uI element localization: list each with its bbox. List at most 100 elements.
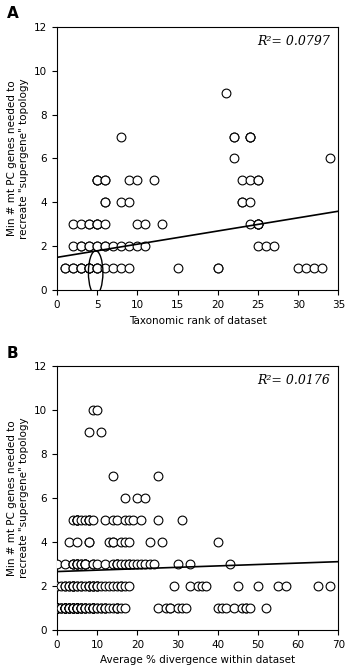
Point [70, 602, 76, 613]
Point [131, 515, 136, 526]
Point [70, 602, 76, 613]
Point [102, 241, 108, 252]
Point [127, 536, 132, 547]
Point [86, 581, 92, 591]
Point [86, 241, 92, 252]
Point [127, 558, 132, 569]
Point [74, 515, 80, 526]
Point [54, 602, 60, 613]
Point [94, 581, 100, 591]
Point [82, 558, 88, 569]
Point [127, 175, 132, 186]
Point [135, 493, 140, 503]
Point [114, 602, 120, 613]
Point [143, 219, 148, 230]
Point [147, 536, 152, 547]
Point [247, 197, 253, 208]
Point [187, 558, 193, 569]
Point [86, 602, 92, 613]
Point [255, 219, 261, 230]
Point [70, 581, 76, 591]
Point [70, 602, 76, 613]
Point [94, 219, 100, 230]
Point [122, 602, 128, 613]
Point [62, 602, 68, 613]
Point [320, 263, 325, 274]
Point [66, 602, 72, 613]
Point [66, 602, 72, 613]
Point [54, 602, 60, 613]
Point [74, 602, 80, 613]
Point [74, 602, 80, 613]
Point [175, 602, 181, 613]
Point [111, 515, 116, 526]
Point [78, 581, 84, 591]
Point [139, 558, 144, 569]
Point [131, 558, 136, 569]
Point [119, 131, 124, 142]
Point [315, 581, 321, 591]
Point [94, 175, 100, 186]
Point [82, 558, 88, 569]
Point [90, 515, 96, 526]
Point [62, 263, 68, 274]
Point [231, 131, 237, 142]
Point [74, 558, 80, 569]
Point [102, 219, 108, 230]
Point [328, 581, 333, 591]
Point [239, 175, 245, 186]
Point [255, 175, 261, 186]
Point [78, 602, 84, 613]
Point [62, 581, 68, 591]
Point [78, 602, 84, 613]
Point [255, 241, 261, 252]
Point [122, 581, 128, 591]
Point [119, 602, 124, 613]
Point [70, 263, 76, 274]
Point [54, 602, 60, 613]
Point [255, 175, 261, 186]
Point [74, 558, 80, 569]
Point [82, 515, 88, 526]
Point [175, 558, 181, 569]
Point [223, 87, 229, 98]
Point [94, 581, 100, 591]
Point [62, 602, 68, 613]
Point [171, 581, 176, 591]
Point [111, 602, 116, 613]
Point [94, 602, 100, 613]
Point [119, 558, 124, 569]
Point [78, 581, 84, 591]
Point [78, 558, 84, 569]
Point [215, 263, 221, 274]
Point [62, 602, 68, 613]
Point [99, 602, 104, 613]
Point [122, 558, 128, 569]
Point [54, 602, 60, 613]
Point [102, 602, 108, 613]
Point [78, 219, 84, 230]
Point [54, 602, 60, 613]
Point [114, 515, 120, 526]
Point [70, 602, 76, 613]
Point [58, 581, 64, 591]
Point [86, 263, 92, 274]
Point [86, 515, 92, 526]
Point [74, 581, 80, 591]
Point [114, 602, 120, 613]
Point [111, 263, 116, 274]
Point [78, 515, 84, 526]
Point [127, 197, 132, 208]
Point [54, 602, 60, 613]
Point [114, 602, 120, 613]
Point [58, 602, 64, 613]
Point [127, 581, 132, 591]
Point [78, 241, 84, 252]
Point [215, 602, 221, 613]
Point [151, 558, 156, 569]
Point [90, 581, 96, 591]
Point [243, 602, 249, 613]
Point [99, 581, 104, 591]
Point [263, 602, 269, 613]
Point [195, 581, 201, 591]
